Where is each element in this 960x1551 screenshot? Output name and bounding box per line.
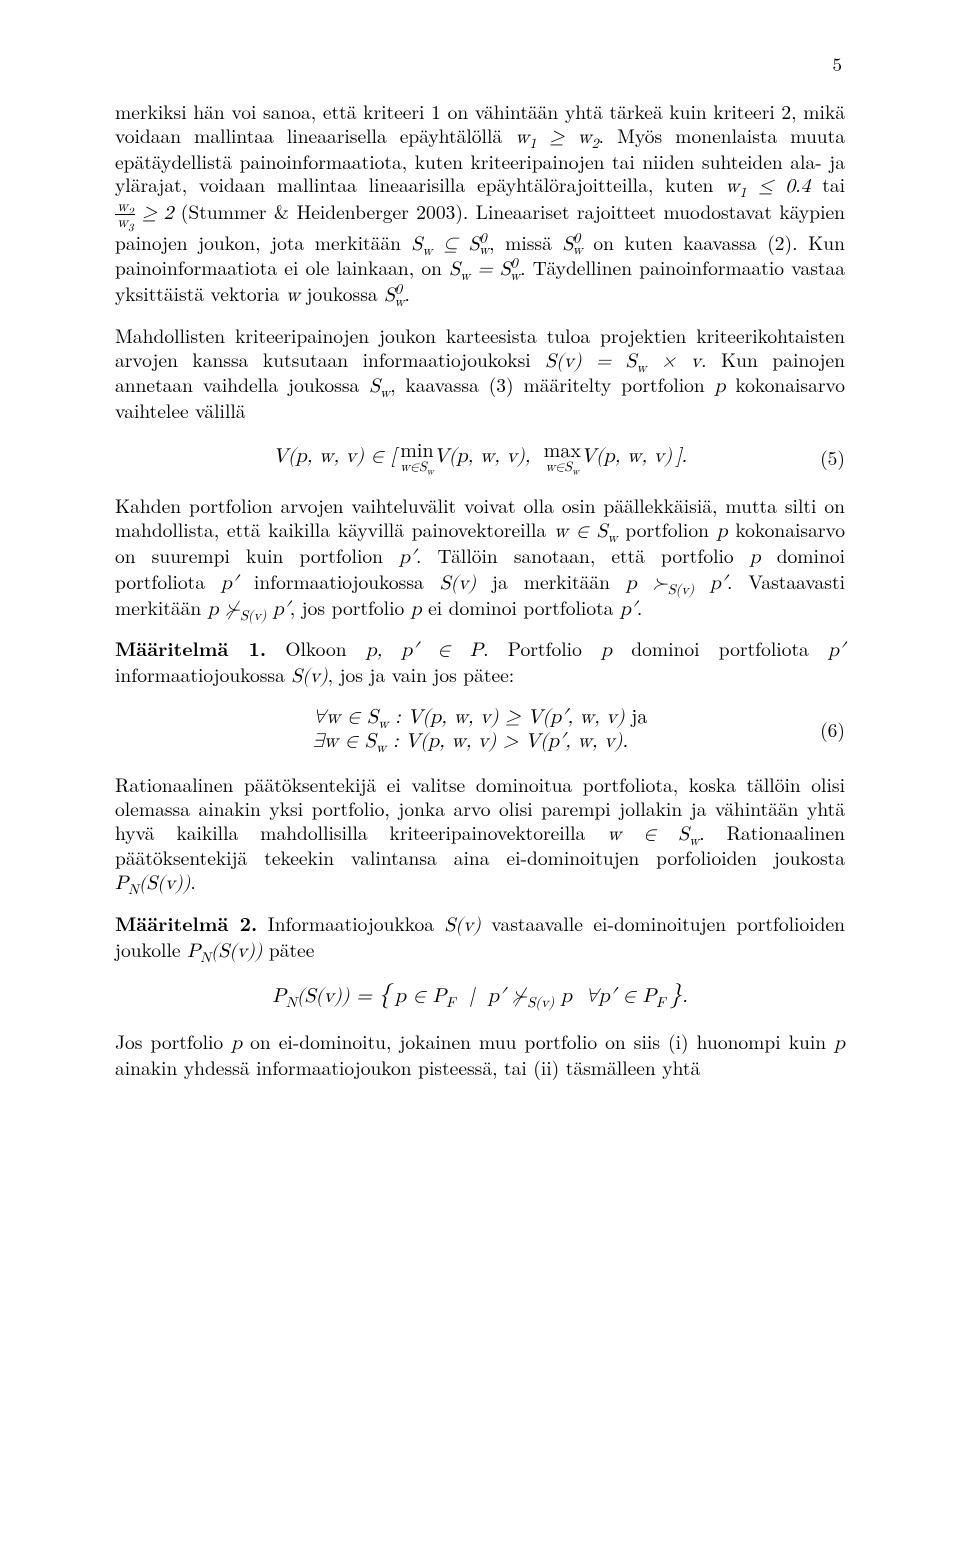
eq5-body: V(p, w, v) ∈ [ minw∈SwV(p, w, v), maxw∈S… <box>273 441 687 475</box>
p5-text-b: on ei-dominoitu, jokainen muu portfolio … <box>242 1027 834 1055</box>
p2-math-3: p <box>715 376 726 396</box>
p3-text-j: ei dominoi portfoliota <box>422 593 620 621</box>
p3-text-g: ja merkitään <box>476 567 626 595</box>
p3-math-10: p′ <box>620 599 637 619</box>
p5-math-2: p <box>834 1033 845 1053</box>
def1-text-e: , jos ja vain jos pätee: <box>328 660 515 688</box>
equation-7: PN(S(v)) = { p ∈ PF | p′ ⊁S(v) p ∀p′ ∈ P… <box>115 979 845 1010</box>
p5-text-c: ainakin yhdessä informaatiojoukon pistee… <box>115 1053 700 1081</box>
p3-math-6: S(v) <box>440 573 476 593</box>
paragraph-4: Rationaalinen päätöksentekijä ei valitse… <box>115 773 845 896</box>
def1-math-3: p′ <box>828 640 845 660</box>
p5-math-1: p <box>231 1033 242 1053</box>
paragraph-3: Kahden portfolion arvojen vaihteluvälit … <box>115 494 845 621</box>
p1-math-5: S0w <box>562 234 582 254</box>
def1-text-d: informaatiojoukossa <box>115 660 291 688</box>
p3-math-2: p <box>717 521 728 541</box>
eq6-number: (6) <box>820 715 845 743</box>
p1-math-8: S0w <box>384 285 404 305</box>
p3-text-f: informaatiojoukossa <box>238 567 440 595</box>
eq5-number: (5) <box>820 443 845 471</box>
p1-text-h: joukossa <box>300 279 384 307</box>
p1-text-c: tai <box>810 170 845 198</box>
p1-math-2: w1 ≤ 0.4 <box>725 176 810 196</box>
p2-math-1: S(v) = Sw × v <box>545 351 701 371</box>
p1-math-1: w1 ≥ w2 <box>515 127 598 147</box>
paragraph-5: Jos portfolio p on ei-dominoitu, jokaine… <box>115 1030 845 1080</box>
p1-text-e: , missä <box>489 228 562 256</box>
p3-math-1: w ∈ Sw <box>554 521 618 541</box>
paragraph-2: Mahdollisten kriteeripainojen joukon kar… <box>115 324 845 423</box>
equation-5: V(p, w, v) ∈ [ minw∈SwV(p, w, v), maxw∈S… <box>115 439 845 474</box>
p2-text-c: , kaavassa (3) määritelty portfolion <box>390 370 714 398</box>
p3-text-b: portfolion <box>618 515 717 543</box>
paragraph-1: merkiksi hän voi sanoa, että kriteeri 1 … <box>115 100 845 308</box>
def1-math-1: p, p′ ∈ P <box>366 640 483 660</box>
p3-math-7: p ≻S(v) p′ <box>626 573 727 593</box>
p1-math-4: Sw ⊆ S0w <box>412 234 490 254</box>
p5-text-a: Jos portfolio <box>115 1027 231 1055</box>
p1-text-i: . <box>404 279 409 307</box>
def2-label: Määritelmä 2. <box>115 909 257 937</box>
p3-text-k: . <box>637 593 642 621</box>
def1-text-b: . Portfolio <box>483 634 601 662</box>
page-number: 5 <box>832 50 842 77</box>
p1-math-7: w <box>286 285 300 305</box>
def1-math-2: p <box>601 640 612 660</box>
def2-math-2: PN(S(v)) <box>187 941 262 961</box>
p2-math-2: Sw <box>369 376 390 396</box>
def1-text-a: Olkoon <box>266 634 366 662</box>
p3-text-i: , jos portfolio <box>290 593 411 621</box>
def2-text-a: Informaatiojoukkoa <box>257 909 444 937</box>
def2-text-c: pätee <box>262 935 314 963</box>
p4-math-1: w ∈ Sw <box>607 824 699 844</box>
p3-math-3: p′ <box>399 547 416 567</box>
def1-math-4: S(v) <box>291 666 327 686</box>
def1-text-c: dominoi portfoliota <box>612 634 828 662</box>
def2-math-1: S(v) <box>445 915 481 935</box>
definition-1: Määritelmä 1. Olkoon p, p′ ∈ P. Portfoli… <box>115 637 845 689</box>
eq6-body: ∀w ∈ Sw : V(p, w, v) ≥ V(p′, w, v) ja ∃w… <box>313 705 648 753</box>
p3-math-5: p′ <box>221 573 238 593</box>
def1-label: Määritelmä 1. <box>115 634 266 662</box>
eq7-body: PN(S(v)) = { p ∈ PF | p′ ⊁S(v) p ∀p′ ∈ P… <box>272 980 687 1010</box>
p4-math-2: PN(S(v)) <box>115 873 190 893</box>
p4-text-c: . <box>190 867 195 895</box>
p3-math-8: p ⊁S(v) p′ <box>208 599 290 619</box>
p3-math-4: p <box>750 547 761 567</box>
equation-6: ∀w ∈ Sw : V(p, w, v) ≥ V(p′, w, v) ja ∃w… <box>115 705 845 753</box>
p3-text-d: . Tällöin sanotaan, että portfolio <box>416 541 750 569</box>
definition-2: Määritelmä 2. Informaatiojoukkoa S(v) va… <box>115 912 845 964</box>
p3-math-9: p <box>411 599 422 619</box>
p1-math-6: Sw = S0w <box>449 259 520 279</box>
page: 5 merkiksi hän voi sanoa, että kriteeri … <box>0 0 960 1551</box>
p1-math-3: w2w3 ≥ 2 <box>115 199 173 230</box>
